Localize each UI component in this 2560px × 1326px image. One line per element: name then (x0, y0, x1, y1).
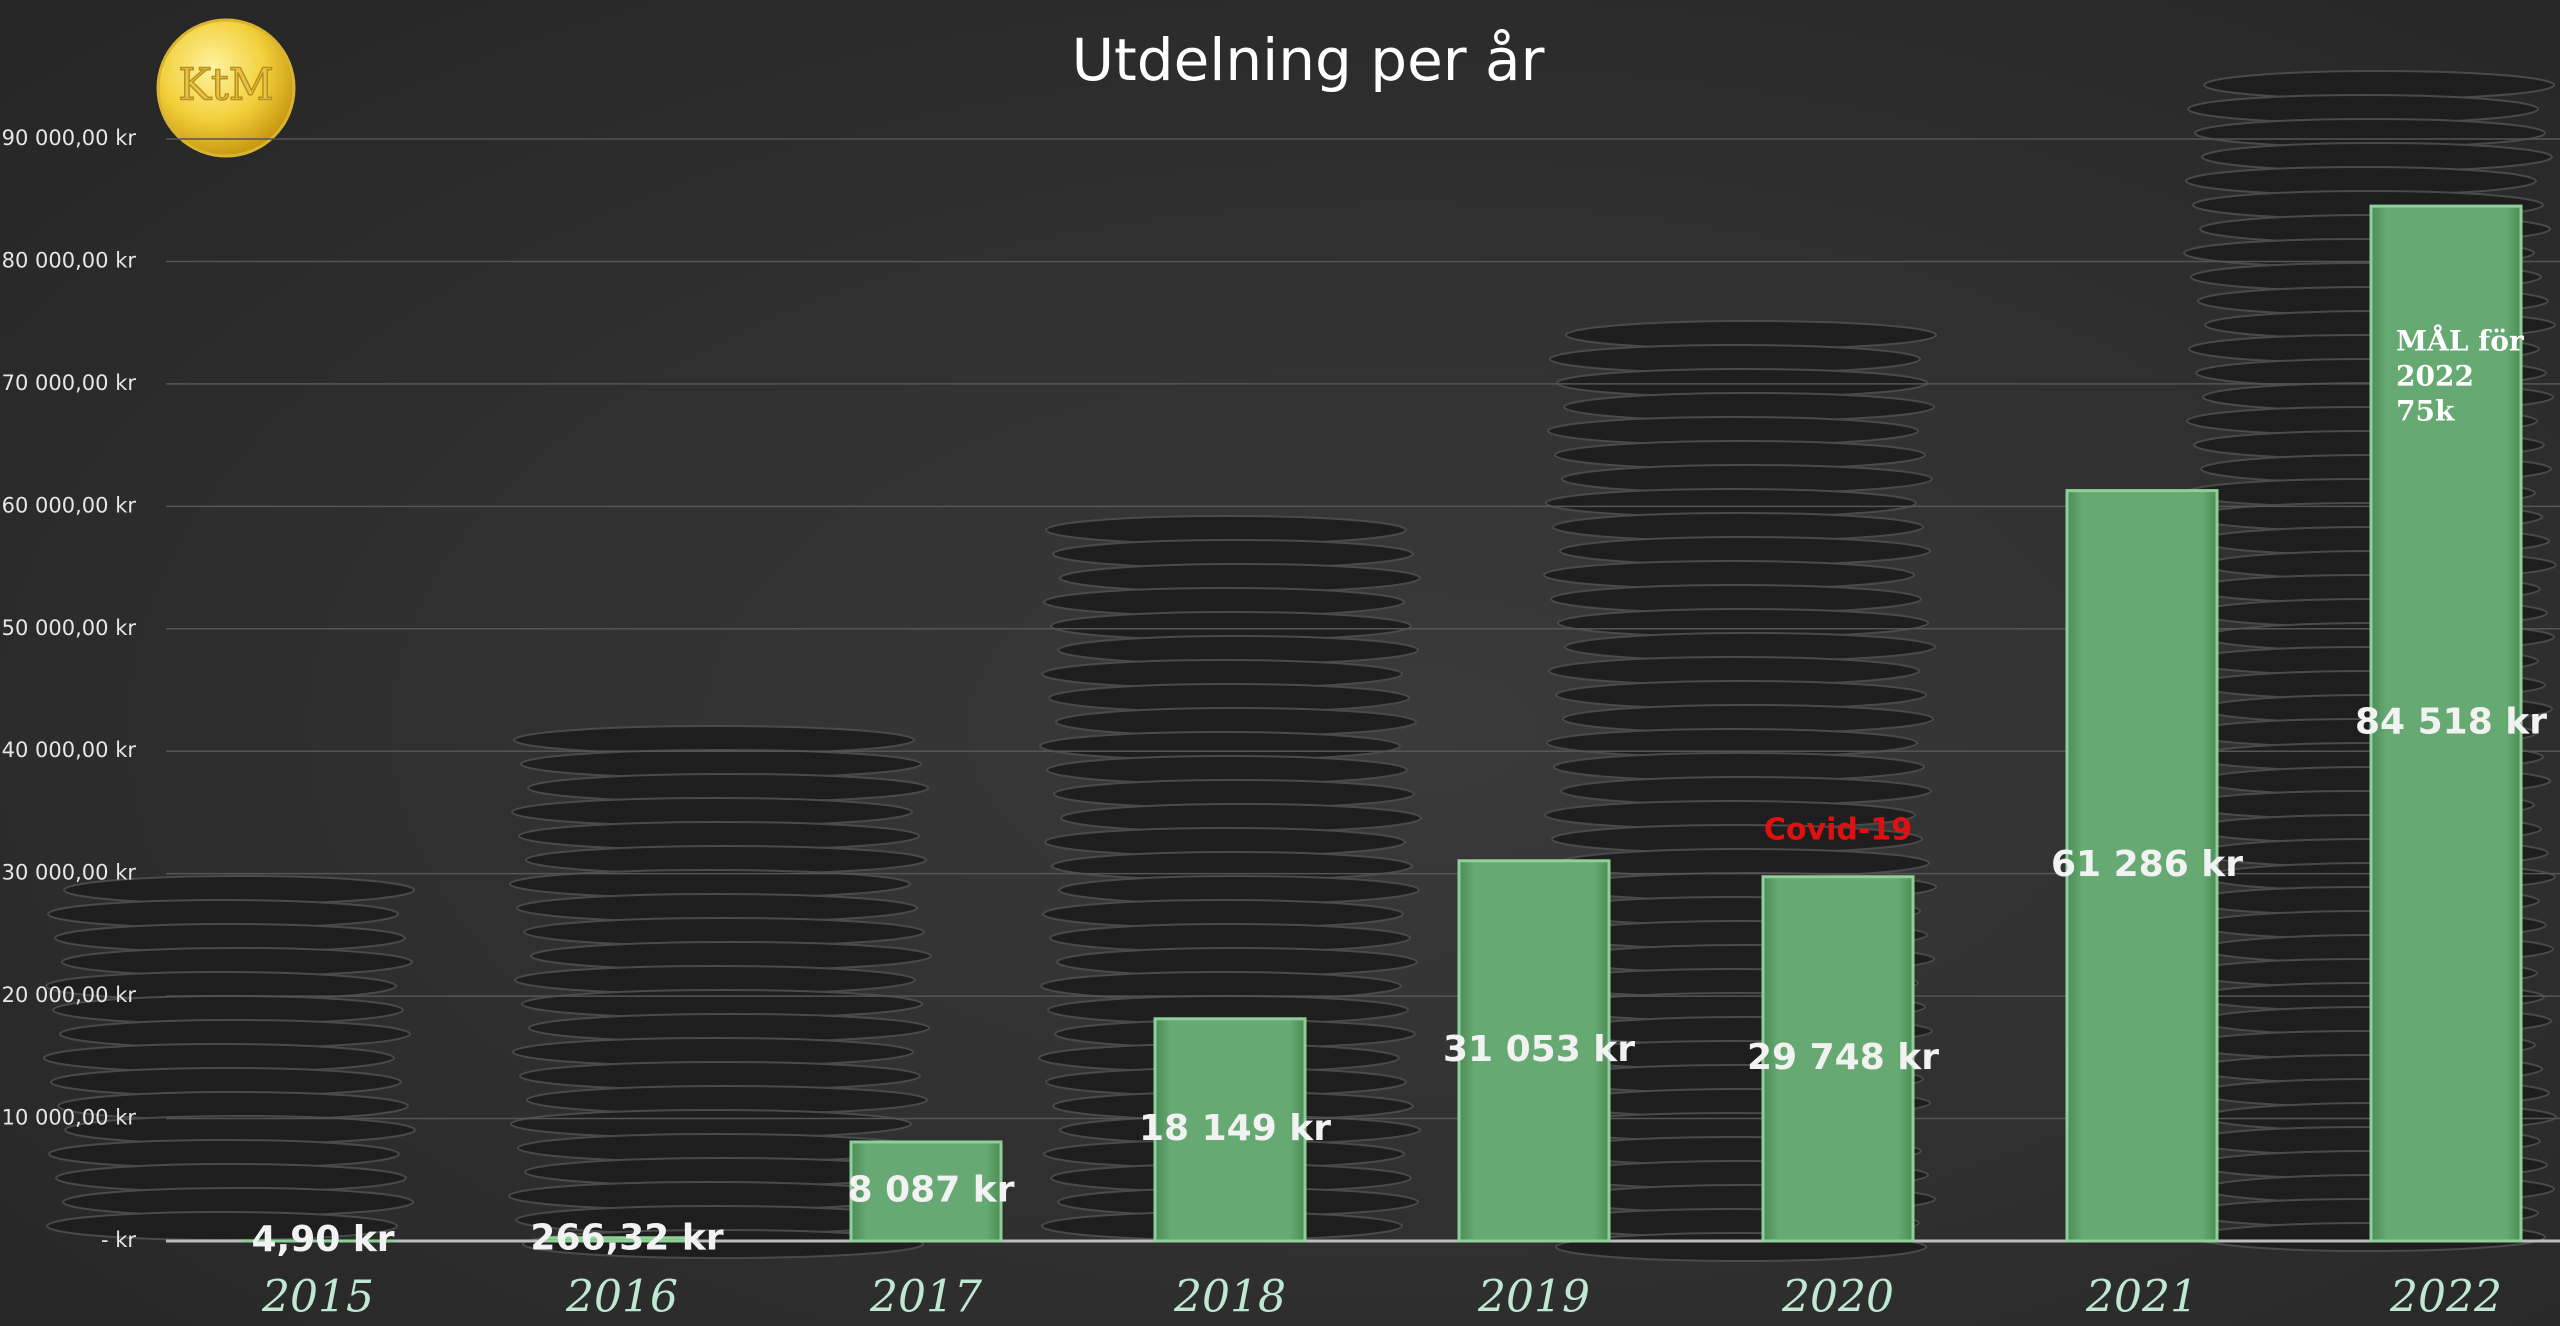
bar (1153, 1017, 1307, 1243)
logo-coin (156, 18, 296, 158)
bar (2065, 489, 2219, 1243)
annotation: 2022 (2396, 360, 2474, 393)
plot: - kr 10 000,00 kr 20 000,00 kr 30 000,00 kr… (2, 126, 2560, 1323)
bar (545, 1236, 699, 1243)
value-label: 61 286 kr (2051, 844, 2243, 885)
annotation: Covid-19 (1764, 812, 1912, 847)
annotation: MÅL för (2396, 324, 2525, 358)
y-tick-label: 70 000,00 kr (2, 371, 137, 395)
y-tick-label: 80 000,00 kr (2, 248, 137, 272)
x-tick-label: 2015 (261, 1272, 374, 1323)
value-label: 18 149 kr (1139, 1108, 1331, 1149)
y-tick-label: 60 000,00 kr (2, 493, 137, 517)
annotation: 75k (2396, 395, 2455, 428)
logo-text: KtM (178, 60, 274, 111)
bar (1457, 859, 1611, 1243)
y-tick-label: 90 000,00 kr (2, 126, 137, 150)
value-label: 8 087 kr (848, 1169, 1015, 1210)
y-tick-label: - kr (101, 1228, 136, 1252)
x-tick-label: 2020 (1781, 1272, 1894, 1323)
x-tick-label: 2017 (869, 1272, 982, 1323)
y-tick-label: 20 000,00 kr (2, 983, 137, 1007)
x-tick-label: 2018 (1173, 1272, 1286, 1323)
x-tick-label: 2016 (565, 1272, 678, 1323)
y-tick-label: 50 000,00 kr (2, 616, 137, 640)
y-tick-label: 30 000,00 kr (2, 861, 137, 885)
x-tick-label: 2019 (1477, 1272, 1590, 1323)
value-label: 31 053 kr (1443, 1029, 1635, 1070)
bar (2369, 204, 2523, 1243)
value-label: 84 518 kr (2355, 702, 2547, 743)
bar (849, 1140, 1003, 1243)
value-label: 4,90 kr (251, 1219, 394, 1260)
x-tick-label: 2022 (2389, 1272, 2502, 1323)
y-tick-label: 10 000,00 kr (2, 1106, 137, 1130)
chart-title: Utdelning per år (1072, 26, 1545, 94)
y-tick-label: 40 000,00 kr (2, 738, 137, 762)
value-label: 266,32 kr (530, 1217, 723, 1258)
value-label: 29 748 kr (1747, 1037, 1939, 1078)
x-tick-label: 2021 (2085, 1272, 2198, 1323)
bar (1761, 875, 1915, 1243)
